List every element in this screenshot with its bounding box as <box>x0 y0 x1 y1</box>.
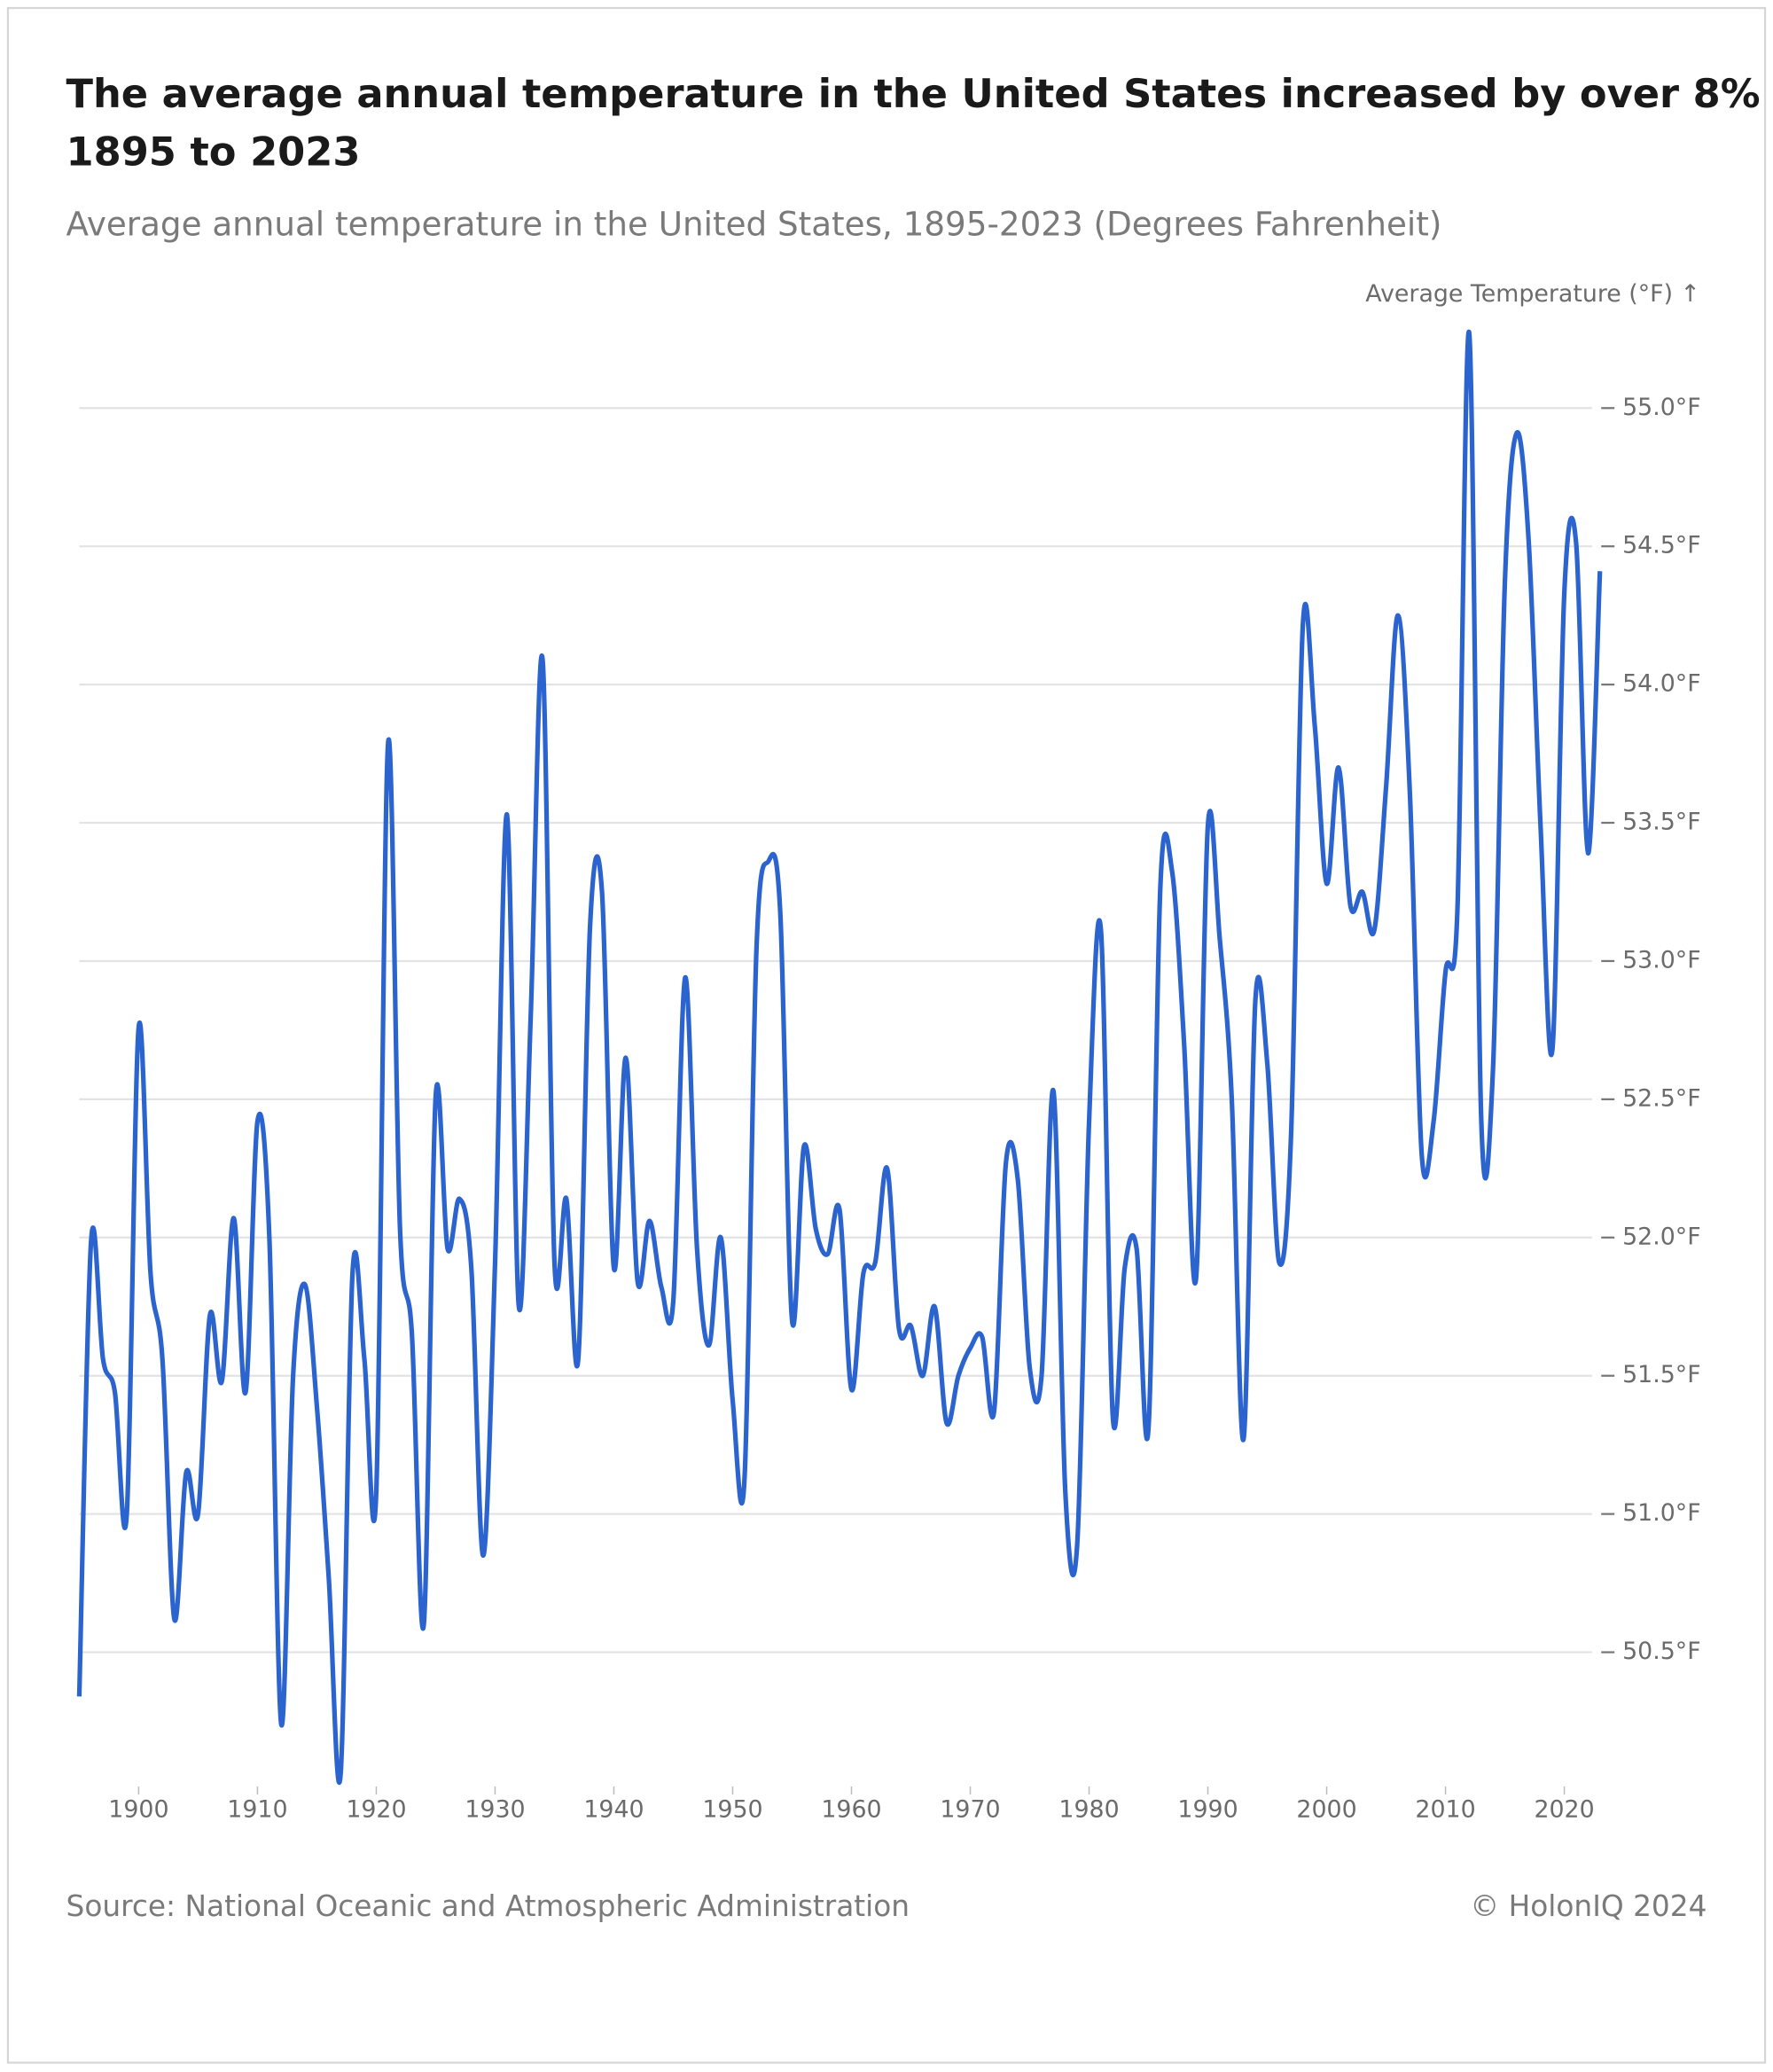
chart-subtitle: Average annual temperature in the United… <box>66 204 1442 243</box>
x-tick-label: 1960 <box>821 1795 881 1823</box>
x-tick-label: 1970 <box>940 1795 1000 1823</box>
credit: © HolonIQ 2024 <box>1470 1889 1707 1923</box>
x-tick-label: 1930 <box>465 1795 525 1823</box>
x-tick-label: 1990 <box>1177 1795 1238 1823</box>
y-tick-label: 53.0°F <box>1622 946 1701 973</box>
x-tick-label: 1980 <box>1058 1795 1119 1823</box>
y-tick-label: 51.5°F <box>1622 1361 1701 1388</box>
y-tick-label: 54.5°F <box>1622 532 1701 559</box>
source: Source: National Oceanic and Atmospheric… <box>66 1889 910 1923</box>
y-tick-label: 50.5°F <box>1622 1638 1701 1665</box>
x-tick-label: 2000 <box>1296 1795 1356 1823</box>
y-tick-label: 52.0°F <box>1622 1223 1701 1250</box>
y-tick-label: 54.0°F <box>1622 670 1701 698</box>
y-tick-label: 53.5°F <box>1622 809 1701 836</box>
x-tick-label: 2020 <box>1534 1795 1594 1823</box>
y-axis-label: Average Temperature (°F) ↑ <box>1365 280 1700 308</box>
y-tick-label: 52.5°F <box>1622 1084 1701 1112</box>
chart-title: The average annual temperature in the Un… <box>66 71 1773 176</box>
x-tick-label: 1950 <box>702 1795 762 1823</box>
x-tick-label: 2010 <box>1415 1795 1475 1823</box>
x-tick-label: 1900 <box>108 1795 168 1823</box>
x-tick-label: 1910 <box>227 1795 287 1823</box>
x-tick-label: 1920 <box>346 1795 406 1823</box>
x-tick-label: 1940 <box>583 1795 644 1823</box>
line-series <box>76 329 1603 1786</box>
frame <box>6 6 1767 2064</box>
y-tick-label: 51.0°F <box>1622 1499 1701 1527</box>
y-tick-label: 55.0°F <box>1622 394 1701 421</box>
